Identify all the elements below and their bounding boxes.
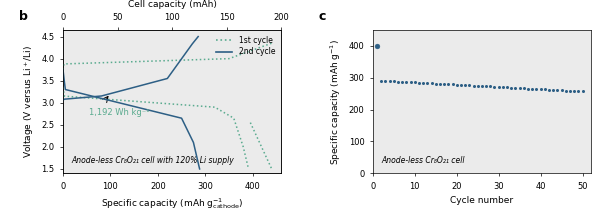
Text: b: b <box>19 10 28 23</box>
Text: Anode-less Cr₈O₂₁ cell: Anode-less Cr₈O₂₁ cell <box>382 156 465 165</box>
Text: 1,192 Wh kg⁻¹: 1,192 Wh kg⁻¹ <box>89 108 149 117</box>
X-axis label: Specific capacity (mAh $\mathregular{g_{cathode}^{-1}}$): Specific capacity (mAh $\mathregular{g_{… <box>101 196 243 211</box>
Legend: 1st cycle, 2nd cycle: 1st cycle, 2nd cycle <box>214 34 277 59</box>
Text: c: c <box>318 10 326 23</box>
X-axis label: Cell capacity (mAh): Cell capacity (mAh) <box>128 0 217 9</box>
X-axis label: Cycle number: Cycle number <box>451 196 514 205</box>
Y-axis label: Specific capacity (mAh g$^{-1}$): Specific capacity (mAh g$^{-1}$) <box>329 39 343 165</box>
Text: Anode-less Cr₈O₂₁ cell with 120% Li supply: Anode-less Cr₈O₂₁ cell with 120% Li supp… <box>72 156 235 165</box>
Y-axis label: Voltage (V versus Li$^+$/Li): Voltage (V versus Li$^+$/Li) <box>22 45 36 158</box>
